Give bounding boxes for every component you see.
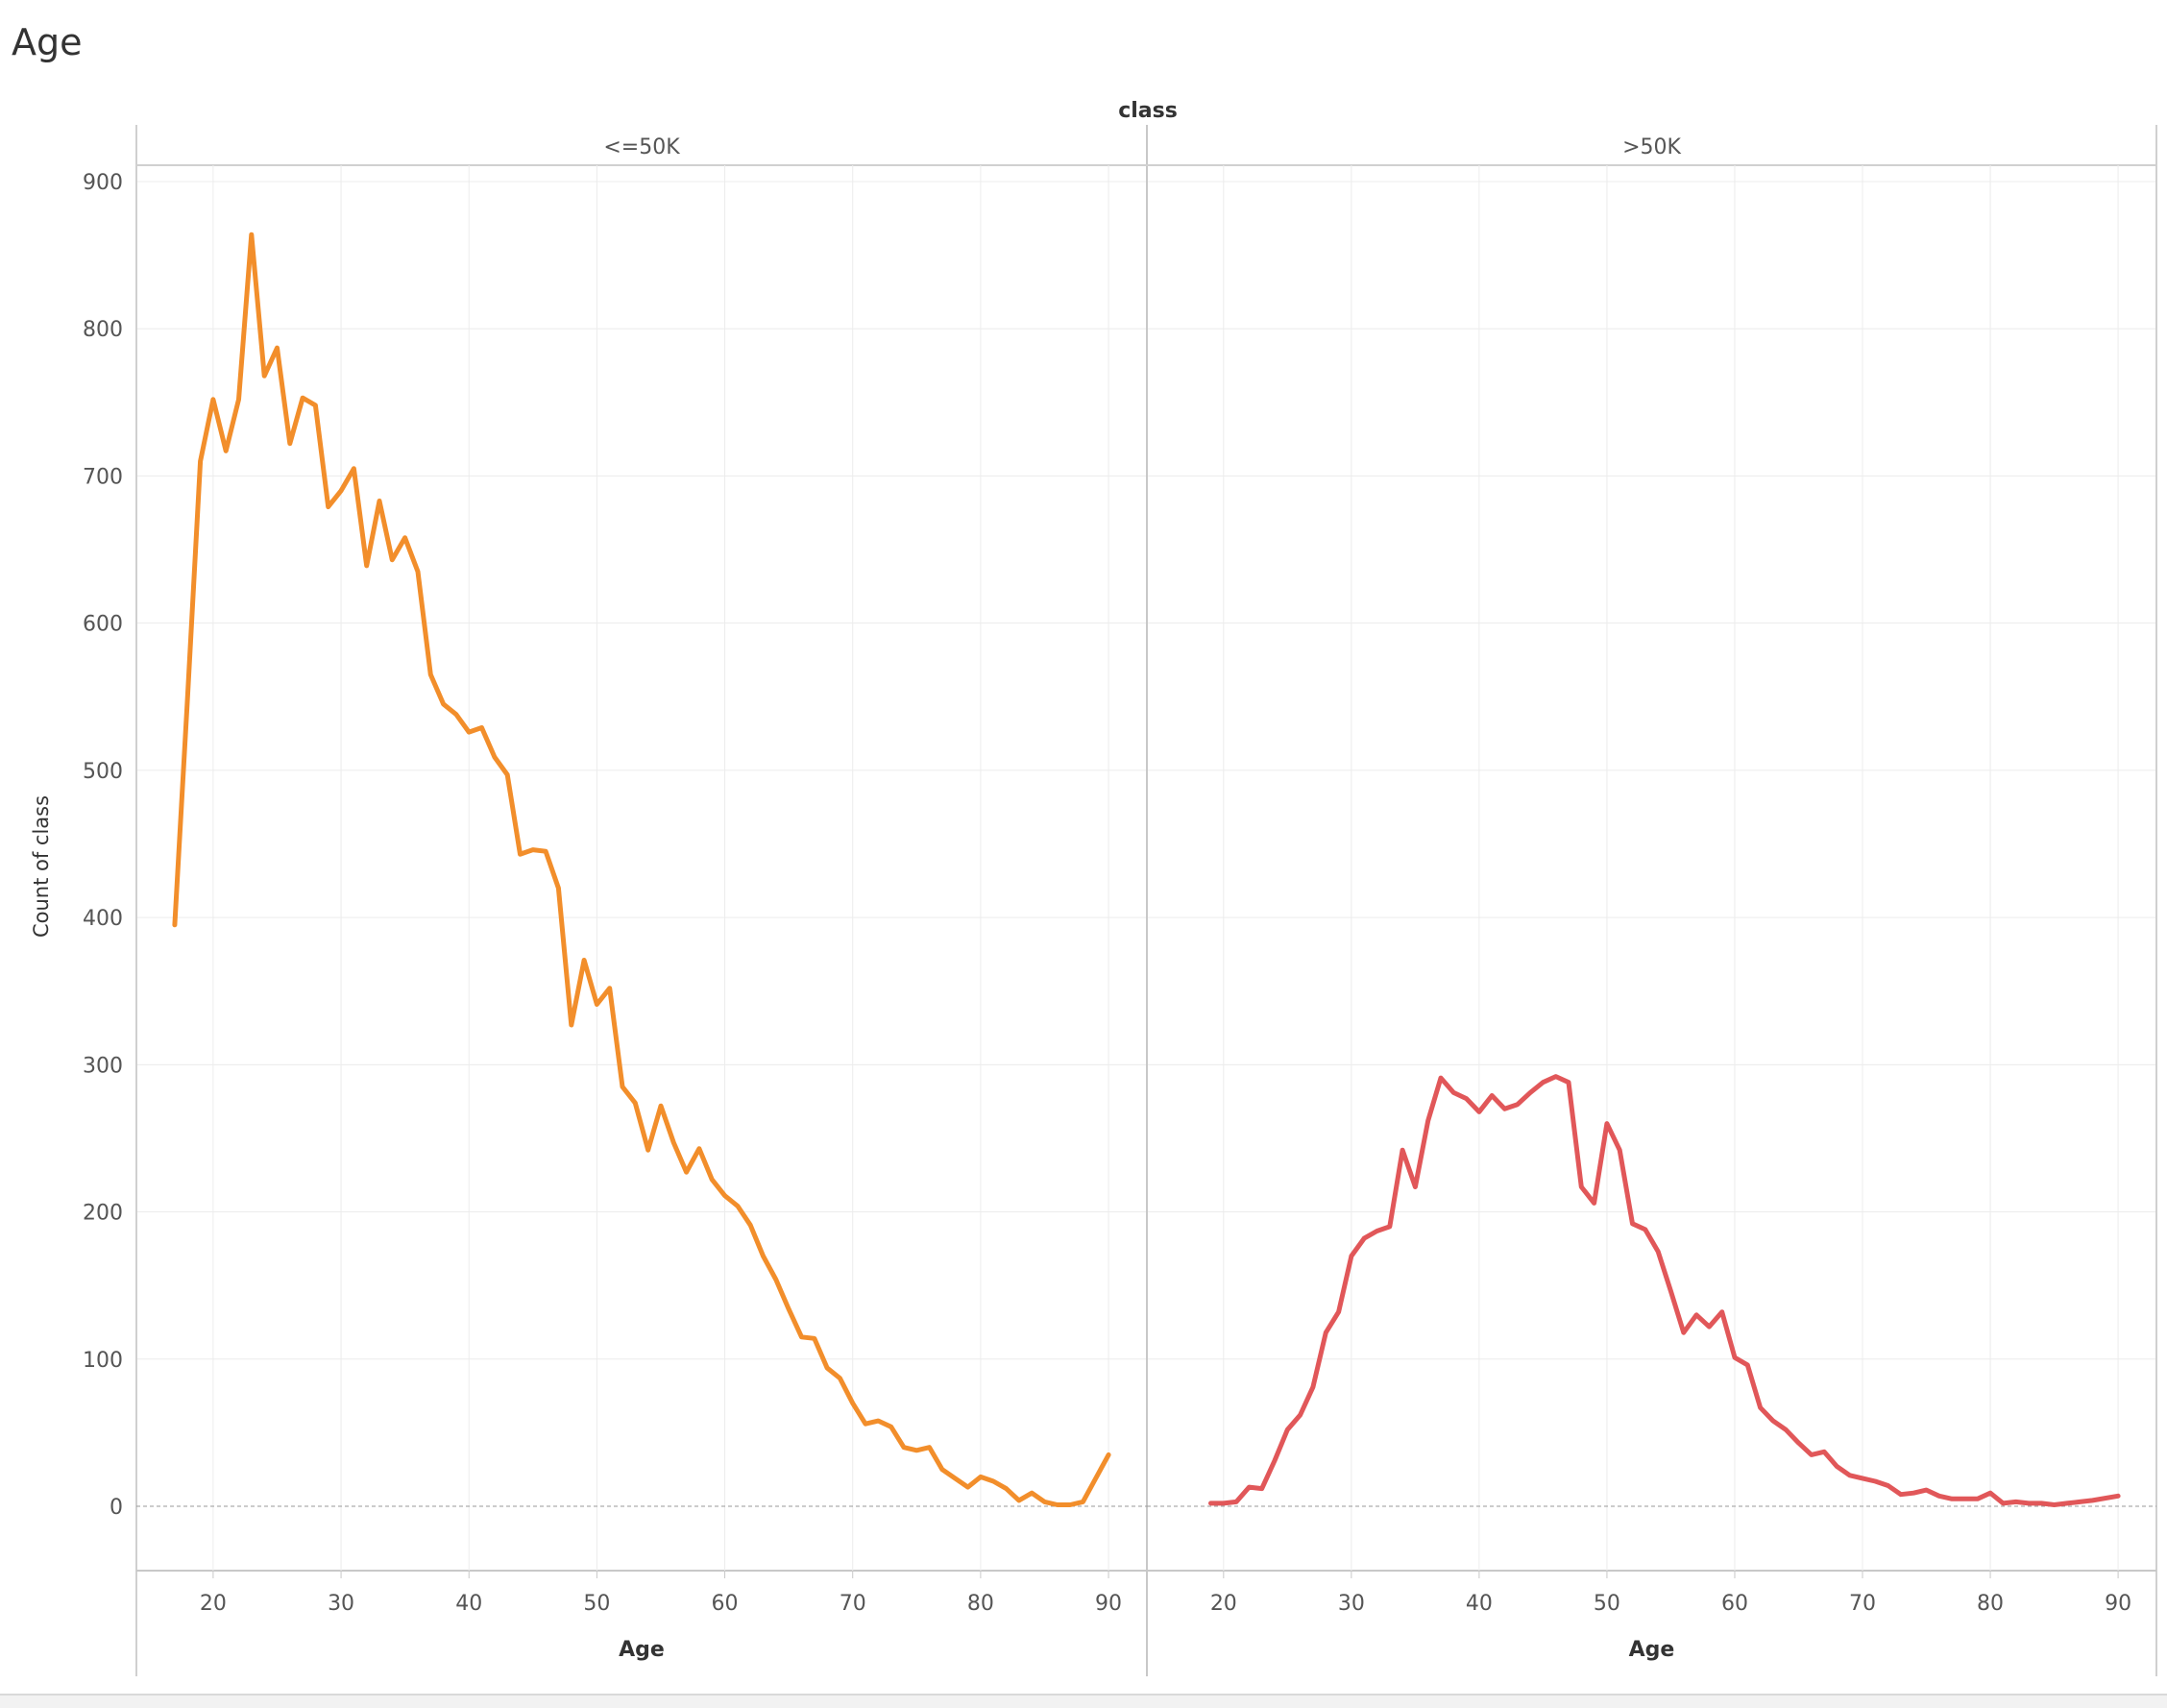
y-tick-label: 700 xyxy=(83,465,123,489)
y-tick-label: 400 xyxy=(83,907,123,931)
panel-header-label: >50K xyxy=(1622,135,1681,159)
x-tick-label: 60 xyxy=(1721,1592,1748,1616)
y-tick-label: 600 xyxy=(83,613,123,637)
y-tick-label: 900 xyxy=(83,171,123,195)
y-tick-label: 100 xyxy=(83,1349,123,1373)
x-tick-label: 30 xyxy=(1338,1592,1365,1616)
series-line xyxy=(172,232,1111,1507)
x-tick-label: 30 xyxy=(328,1592,354,1616)
y-axis-label: Count of class xyxy=(30,795,53,938)
x-tick-label: 80 xyxy=(967,1592,994,1616)
x-tick-label: 40 xyxy=(1466,1592,1493,1616)
y-tick-label: 300 xyxy=(83,1054,123,1078)
x-tick-label: 90 xyxy=(2105,1592,2131,1616)
y-tick-label: 0 xyxy=(110,1496,123,1520)
x-tick-label: 60 xyxy=(712,1592,739,1616)
x-tick-label: 50 xyxy=(1594,1592,1620,1616)
x-tick-label: 70 xyxy=(840,1592,866,1616)
x-tick-label: 90 xyxy=(1095,1592,1122,1616)
y-tick-label: 200 xyxy=(83,1202,123,1226)
series-line xyxy=(1208,1074,2121,1507)
status-bar xyxy=(0,1694,2167,1708)
page-title: Age xyxy=(12,21,83,63)
x-tick-label: 50 xyxy=(583,1592,610,1616)
y-tick-label: 500 xyxy=(83,760,123,784)
panel-header-label: <=50K xyxy=(603,135,680,159)
x-axis-label: Age xyxy=(1629,1638,1675,1662)
y-tick-label: 800 xyxy=(83,318,123,342)
x-tick-label: 40 xyxy=(455,1592,482,1616)
x-tick-label: 20 xyxy=(1210,1592,1237,1616)
column-header: class xyxy=(1118,99,1178,123)
x-tick-label: 20 xyxy=(200,1592,227,1616)
x-tick-label: 70 xyxy=(1849,1592,1876,1616)
x-tick-label: 80 xyxy=(1977,1592,2004,1616)
x-axis-label: Age xyxy=(619,1638,665,1662)
